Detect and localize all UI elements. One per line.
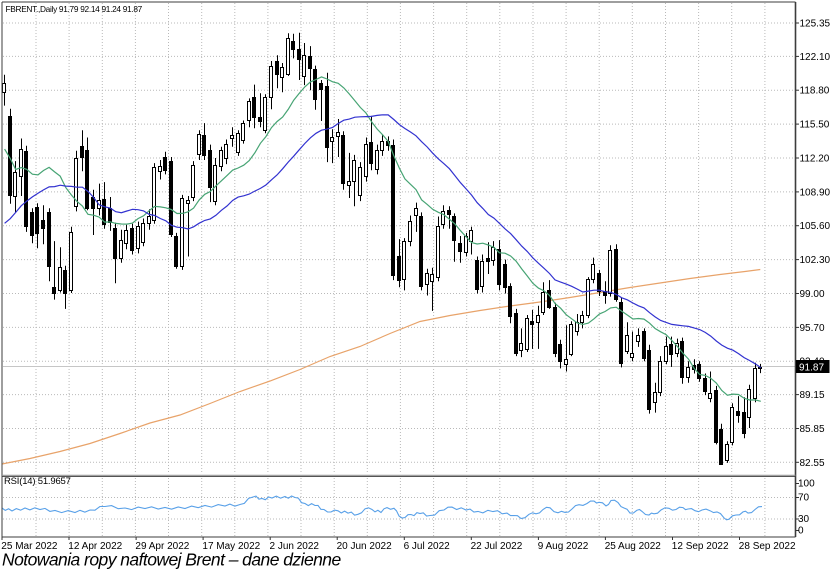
- svg-text:105.60: 105.60: [800, 221, 830, 232]
- svg-text:91.87: 91.87: [799, 363, 824, 374]
- svg-text:9 Aug 2022: 9 Aug 2022: [538, 541, 589, 552]
- svg-text:112.20: 112.20: [800, 154, 830, 165]
- svg-text:20 Jun 2022: 20 Jun 2022: [337, 541, 392, 552]
- svg-text:82.55: 82.55: [800, 458, 825, 469]
- svg-text:28 Sep 2022: 28 Sep 2022: [739, 541, 796, 552]
- svg-text:30: 30: [798, 514, 810, 525]
- svg-text:12 Sep 2022: 12 Sep 2022: [672, 541, 729, 552]
- svg-text:89.15: 89.15: [800, 390, 825, 401]
- svg-text:25 Aug 2022: 25 Aug 2022: [605, 541, 662, 552]
- svg-text:115.50: 115.50: [800, 120, 830, 131]
- svg-text:108.90: 108.90: [800, 187, 830, 198]
- svg-text:FBRENT.,Daily 91.79 92.14 91.: FBRENT.,Daily 91.79 92.14 91.24 91.87: [6, 4, 143, 14]
- svg-text:RSI(14) 51.9657: RSI(14) 51.9657: [4, 476, 71, 487]
- svg-text:122.10: 122.10: [800, 52, 830, 63]
- svg-text:Notowania ropy naftowej Brent: Notowania ropy naftowej Brent – dane dzi…: [2, 550, 341, 570]
- svg-text:6 Jul 2022: 6 Jul 2022: [404, 541, 451, 552]
- svg-text:125.35: 125.35: [800, 19, 830, 30]
- svg-text:95.70: 95.70: [800, 323, 825, 334]
- svg-text:22 Jul 2022: 22 Jul 2022: [471, 541, 523, 552]
- svg-text:100: 100: [798, 479, 815, 490]
- svg-text:70: 70: [798, 493, 810, 504]
- svg-text:85.85: 85.85: [800, 424, 825, 435]
- svg-text:118.80: 118.80: [800, 86, 830, 97]
- svg-text:99.00: 99.00: [800, 289, 825, 300]
- svg-text:0: 0: [798, 526, 804, 537]
- svg-text:102.30: 102.30: [800, 255, 830, 266]
